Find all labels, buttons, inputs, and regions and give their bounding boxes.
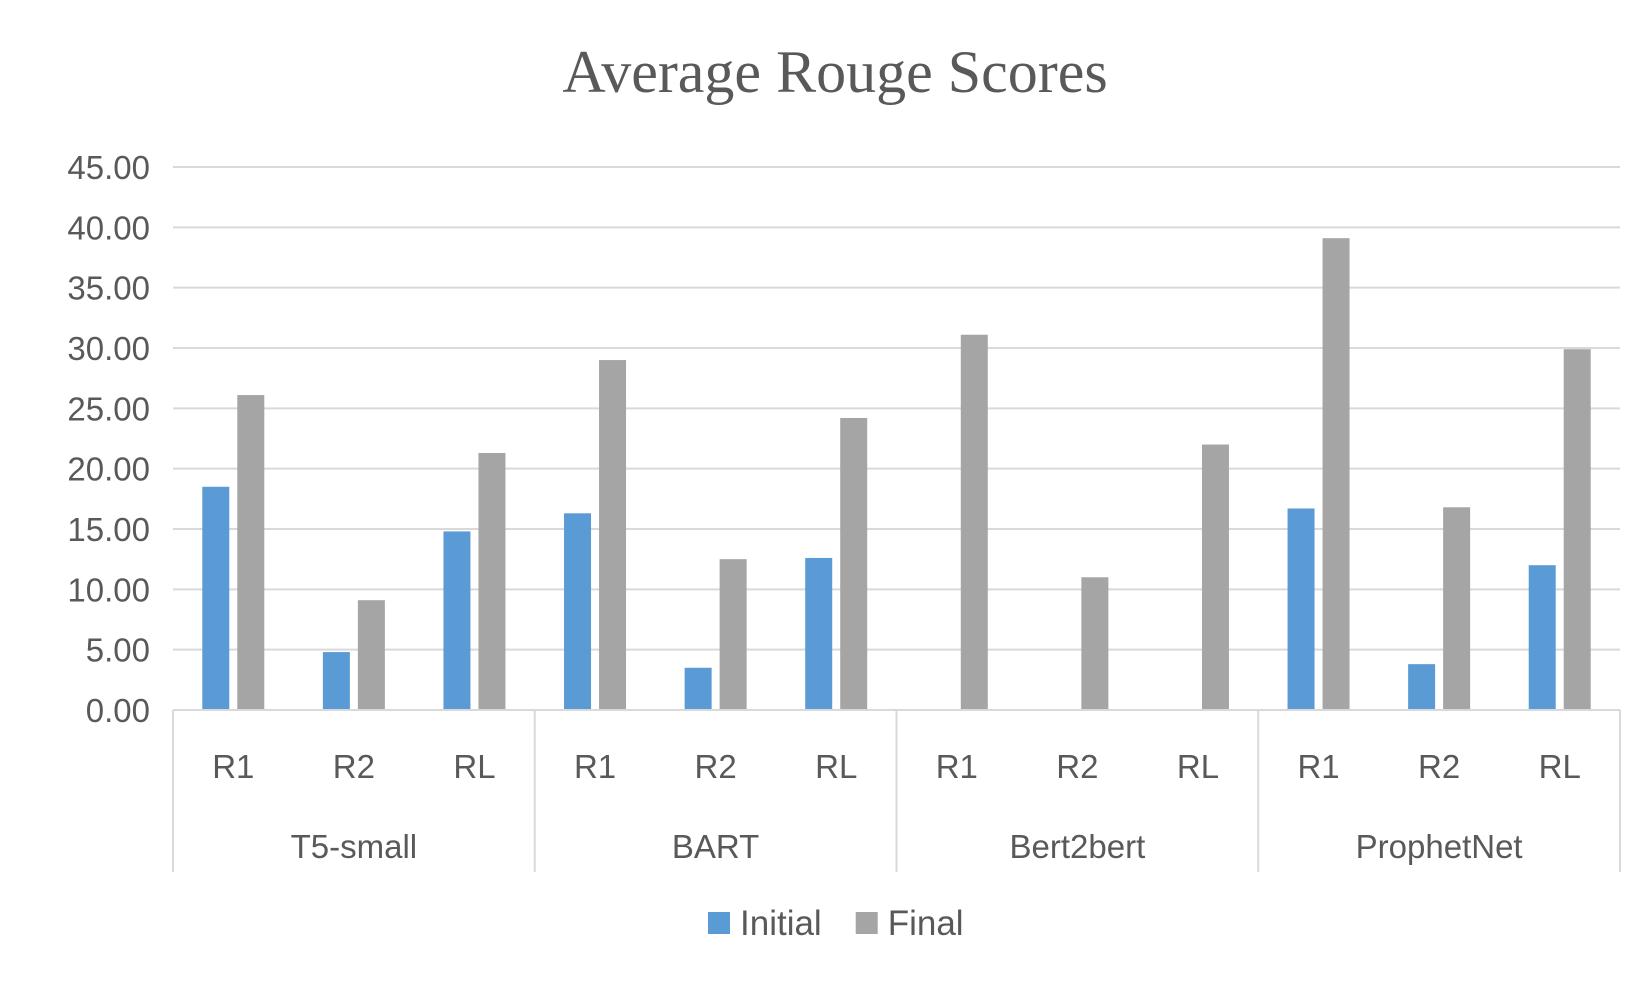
x-tick-label: R2 (695, 748, 737, 785)
bars (202, 238, 1591, 710)
x-axis (172, 709, 1621, 872)
x-tick-label: R2 (333, 748, 375, 785)
axis-labels: 0.00 5.00 10.00 15.00 20.00 25.00 30.00 35.00 40… (67, 149, 1580, 865)
bar-final-bart-r1 (599, 360, 627, 710)
legend-swatch (708, 912, 730, 934)
y-tick-label: 10.00 (67, 571, 150, 608)
bar-initial-bart-r2 (684, 667, 712, 710)
y-tick-label: 35.00 (67, 270, 150, 307)
bar-initial-prophetnet-r2 (1408, 664, 1436, 710)
x-tick-label: RL (453, 748, 495, 785)
group-label: ProphetNet (1356, 828, 1523, 865)
bar-initial-t5-small-r2 (322, 652, 350, 710)
y-tick-label: 20.00 (67, 451, 150, 488)
legend-label: Initial (740, 904, 822, 943)
y-tick-label: 0.00 (86, 692, 150, 729)
x-tick-label: R1 (1297, 748, 1339, 785)
bar-initial-prophetnet-r1 (1287, 508, 1315, 710)
bar-initial-bart-rl (805, 557, 833, 710)
x-tick-label: RL (815, 748, 857, 785)
bar-initial-prophetnet-rl (1528, 565, 1556, 710)
y-tick-label: 15.00 (67, 511, 150, 548)
bar-final-prophetnet-rl (1563, 349, 1591, 710)
x-tick-label: R1 (212, 748, 254, 785)
bar-final-bart-r2 (719, 559, 747, 710)
y-tick-label: 30.00 (67, 330, 150, 367)
y-tick-label: 25.00 (67, 390, 150, 427)
y-tick-label: 45.00 (67, 149, 150, 186)
x-tick-label: R2 (1418, 748, 1460, 785)
bar-final-prophetnet-r1 (1322, 238, 1350, 710)
bar-final-t5-small-r2 (357, 600, 385, 710)
bar-final-t5-small-rl (478, 452, 506, 710)
bar-final-bert2bert-r2 (1081, 577, 1109, 710)
bar-final-prophetnet-r2 (1443, 507, 1471, 710)
bar-initial-bart-r1 (564, 513, 592, 710)
group-label: Bert2bert (1010, 828, 1146, 865)
legend-label: Final (888, 904, 964, 943)
bar-final-bert2bert-rl (1201, 444, 1229, 710)
bar-initial-t5-small-r1 (202, 486, 230, 710)
legend-swatch (855, 912, 878, 934)
bar-final-t5-small-r1 (237, 395, 265, 710)
bar-final-bart-rl (840, 417, 868, 710)
x-tick-label: R2 (1056, 748, 1098, 785)
y-tick-label: 40.00 (67, 209, 150, 246)
chart-title: Average Rouge Scores (562, 39, 1107, 105)
x-tick-label: RL (1539, 748, 1581, 785)
legend: Initial Final (708, 904, 964, 943)
bar-final-bert2bert-r1 (960, 334, 988, 710)
y-tick-label: 5.00 (86, 632, 150, 669)
bar-initial-t5-small-rl (443, 531, 471, 710)
group-label: T5-small (291, 828, 418, 865)
x-tick-label: R1 (574, 748, 616, 785)
x-tick-label: RL (1177, 748, 1219, 785)
group-label: BART (672, 828, 759, 865)
x-tick-label: R1 (936, 748, 978, 785)
gridlines (173, 166, 1620, 651)
